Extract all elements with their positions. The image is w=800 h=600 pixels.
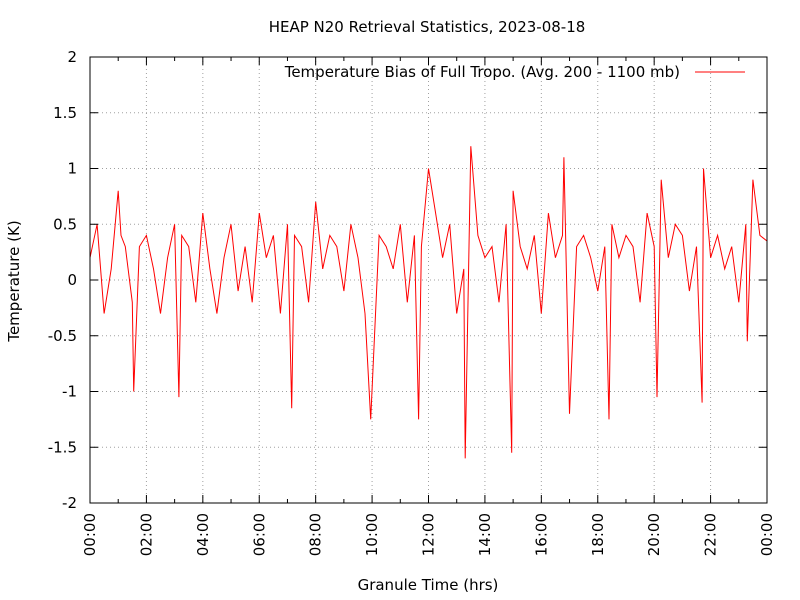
x-tick-label: 20:00 — [645, 513, 663, 556]
x-axis-label: Granule Time (hrs) — [358, 576, 499, 594]
legend-label: Temperature Bias of Full Tropo. (Avg. 20… — [284, 63, 680, 81]
x-tick-label: 00:00 — [81, 513, 99, 556]
y-tick-label: 1.5 — [53, 104, 77, 122]
y-axis-label: Temperature (K) — [5, 220, 23, 342]
x-tick-label: 16:00 — [532, 513, 550, 556]
x-tick-label: 04:00 — [194, 513, 212, 556]
x-tick-label: 14:00 — [476, 513, 494, 556]
x-tick-label: 10:00 — [363, 513, 381, 556]
x-tick-label: 22:00 — [702, 513, 720, 556]
series-layer — [89, 146, 768, 459]
chart-title: HEAP N20 Retrieval Statistics, 2023-08-1… — [269, 18, 586, 36]
y-tick-label: -1.5 — [48, 438, 77, 456]
y-tick-labels: 2 1.5 1 0.5 0 -0.5 -1 -1.5 -2 — [48, 48, 77, 512]
x-tick-label: 06:00 — [250, 513, 268, 556]
y-tick-label: 0 — [67, 271, 77, 289]
plot-border — [89, 56, 768, 504]
x-tick-label: 12:00 — [420, 513, 438, 556]
x-tick-labels: 00:00 02:00 04:00 06:00 08:00 10:00 12:00 14:00… — [81, 513, 776, 556]
series-line — [89, 146, 768, 459]
legend: Temperature Bias of Full Tropo. (Avg. 20… — [284, 63, 745, 81]
grid-lines — [90, 57, 767, 503]
y-tick-label: -2 — [62, 494, 77, 512]
x-tick-label: 18:00 — [589, 513, 607, 556]
x-tick-label: 00:00 — [758, 513, 776, 556]
y-tick-label: -1 — [62, 383, 77, 401]
x-tick-label: 02:00 — [137, 513, 155, 556]
y-tick-label: 2 — [67, 48, 77, 66]
axis-ticks — [89, 56, 768, 504]
x-tick-label: 08:00 — [307, 513, 325, 556]
y-tick-label: 0.5 — [53, 215, 77, 233]
y-tick-label: 1 — [67, 160, 77, 178]
y-tick-label: -0.5 — [48, 327, 77, 345]
